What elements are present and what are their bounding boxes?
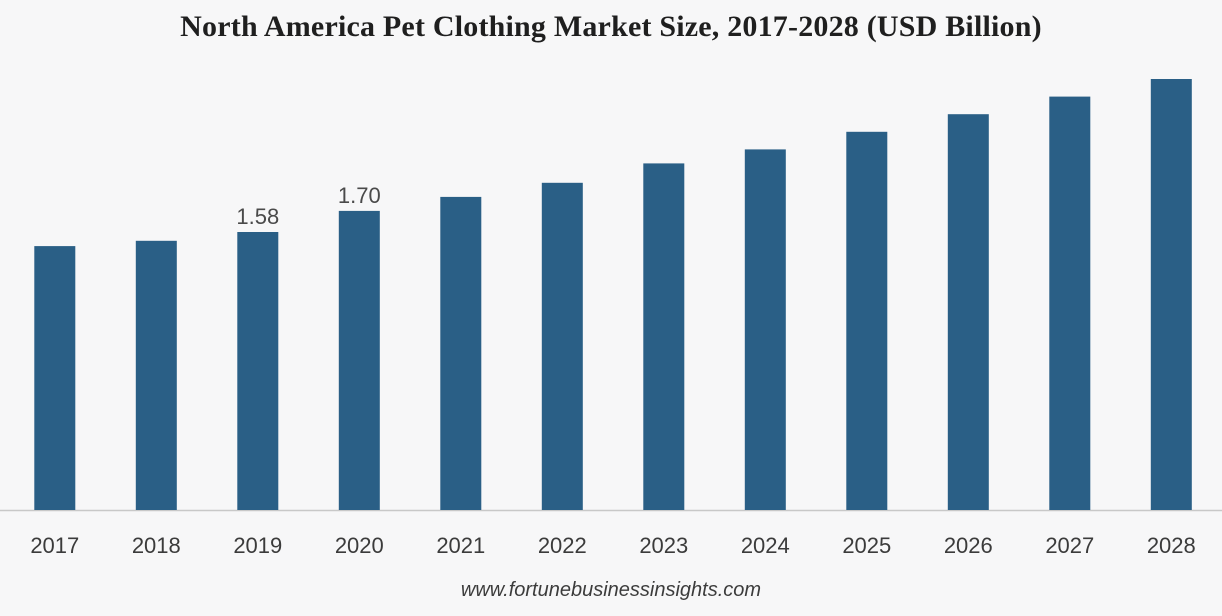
x-tick-label-2019: 2019 [233,533,282,558]
x-tick-label-2022: 2022 [538,533,587,558]
bar-2017 [34,246,76,510]
source-watermark: www.fortunebusinessinsights.com [460,579,762,601]
x-tick-label-2018: 2018 [132,533,181,558]
bar-2020 [338,210,380,510]
data-label-2020: 1.70 [338,183,381,208]
bar-2023 [643,163,685,510]
bar-2026 [947,114,989,510]
bar-2025 [846,131,888,511]
bar-2022 [541,182,583,511]
x-tick-label-2027: 2027 [1045,533,1094,558]
bar-2019 [237,232,279,510]
x-tick-label-2023: 2023 [639,533,688,558]
x-tick-label-2026: 2026 [944,533,993,558]
x-tick-label-2025: 2025 [842,533,891,558]
x-tick-label-2024: 2024 [741,533,790,558]
x-tick-label-2021: 2021 [436,533,485,558]
x-tick-label-2017: 2017 [30,533,79,558]
chart-title: North America Pet Clothing Market Size, … [180,10,1042,43]
bar-2018 [135,240,177,511]
bar-2024 [744,149,786,510]
x-tick-label-2028: 2028 [1147,533,1196,558]
x-tick-label-2020: 2020 [335,533,384,558]
data-label-2019: 1.58 [236,204,279,229]
bar-2021 [440,196,482,510]
bar-2027 [1049,96,1091,510]
bar-2028 [1150,79,1192,510]
